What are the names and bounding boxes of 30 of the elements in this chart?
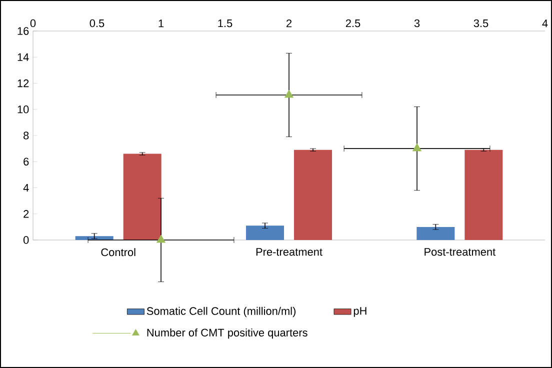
- y-tick-label: 12: [18, 79, 29, 88]
- y-tick-label: 0: [23, 236, 29, 244]
- y-tick-label: 6: [24, 158, 29, 166]
- y-tick-label: 8: [24, 132, 29, 140]
- y-tick-label: 4: [23, 184, 29, 192]
- legend-label: pH: [354, 307, 366, 317]
- bar: [294, 150, 332, 240]
- bar: [75, 236, 114, 240]
- x2-tick-label: 1: [158, 20, 164, 28]
- x2-tick-label: 2: [286, 20, 292, 28]
- bar: [464, 150, 503, 240]
- y-tick-label: 10: [18, 106, 29, 114]
- x-tick-label: Pre-treatment: [256, 248, 322, 256]
- x2-tick-label: 3: [414, 19, 420, 28]
- y-tick-label: 14: [18, 53, 29, 61]
- bar: [123, 154, 162, 240]
- x-tick-label: Post-treatment: [424, 248, 496, 256]
- y-tick-label: 16: [18, 27, 29, 35]
- x2-tick-label: 2.5: [346, 19, 360, 28]
- x-tick-label: Control: [101, 248, 136, 256]
- x2-tick-label: 4: [542, 20, 548, 28]
- y-tick-label: 2: [24, 210, 29, 218]
- bar: [246, 226, 284, 240]
- x2-tick-label: 0: [30, 19, 36, 28]
- x2-tick-label: 3.5: [474, 19, 488, 28]
- legend-label: Somatic Cell Count (million/ml): [146, 306, 296, 318]
- legend-label: Number of CMT positive quarters: [147, 328, 308, 339]
- x2-tick-label: 0.5: [90, 19, 104, 28]
- x2-tick-label: 1.5: [218, 20, 232, 28]
- bar: [416, 226, 455, 240]
